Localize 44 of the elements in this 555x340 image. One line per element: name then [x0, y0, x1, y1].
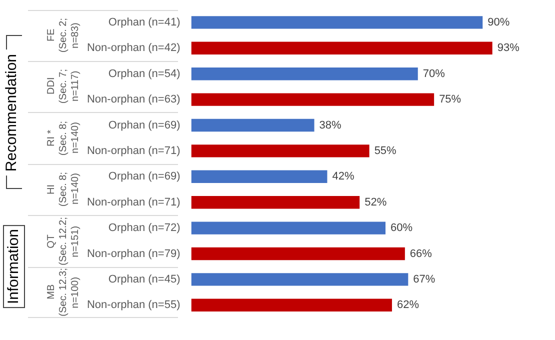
data-label: 70% [422, 68, 446, 80]
data-label: 93% [497, 42, 520, 54]
data-label: 75% [439, 94, 462, 106]
bar [191, 298, 392, 312]
y-tick-label: Orphan (n=45) [108, 273, 180, 286]
bar [191, 42, 492, 55]
data-label: 55% [374, 144, 397, 157]
y-tick-label: Orphan (n=69) [108, 170, 180, 183]
bar [191, 247, 405, 260]
y-tick-label: Non-orphan (n=55) [86, 299, 180, 312]
bar [191, 222, 386, 234]
bar [191, 67, 418, 80]
y-tick-label: Non-orphan (n=71) [86, 196, 180, 208]
data-label: 66% [410, 248, 432, 260]
data-label: 42% [332, 170, 354, 183]
y-tick-label: Orphan (n=69) [108, 119, 180, 132]
text: MB (Sec. 12.3; n=100) [46, 268, 82, 316]
y-tick-label: Orphan (n=72) [108, 222, 180, 234]
bar [191, 93, 434, 106]
bar [191, 16, 483, 29]
data-label: 90% [488, 16, 510, 28]
y-tick-label: Non-orphan (n=79) [86, 248, 180, 260]
data-label: 60% [390, 222, 413, 234]
bar [191, 196, 360, 209]
y-tick-label: Non-orphan (n=42) [86, 42, 180, 54]
y-tick-label: Non-orphan (n=63) [86, 94, 180, 106]
bar [191, 144, 370, 158]
y-tick-label: Non-orphan (n=71) [86, 144, 180, 157]
y-tick-label: Orphan (n=41) [108, 16, 180, 28]
data-label: 38% [319, 119, 342, 132]
text: FE (Sec. 2; n=83) [46, 18, 82, 53]
text: QT (Sec. 12.2; n=151) [46, 216, 82, 266]
data-label: 52% [364, 196, 387, 208]
y-tick-label: Orphan (n=54) [108, 68, 180, 80]
bar [191, 273, 408, 286]
data-label: 62% [396, 299, 420, 312]
text: DDI (Sec. 7; n=117) [46, 69, 82, 104]
data-label: 67% [413, 273, 436, 286]
bar [191, 170, 328, 184]
bar [191, 118, 314, 132]
text: Information [3, 225, 25, 308]
text: HI (Sec. 8; n=140) [46, 172, 82, 207]
text: Recommendation [3, 50, 21, 176]
text: RI * (Sec. 8; n=140) [46, 120, 82, 156]
